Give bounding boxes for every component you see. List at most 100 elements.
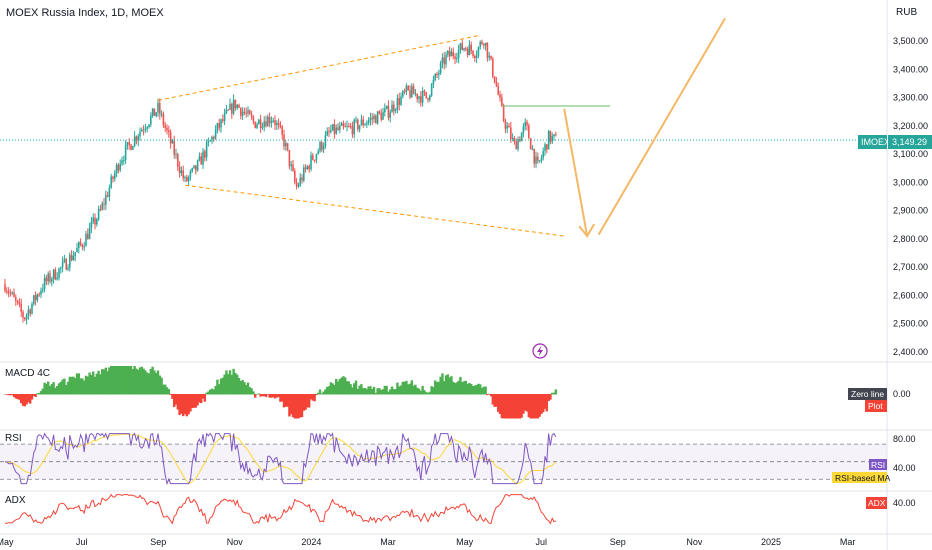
macd-bar (291, 394, 295, 418)
candle-body (69, 255, 71, 268)
macd-pane[interactable] (3, 366, 558, 419)
macd-bar (273, 394, 277, 399)
candle-body (405, 85, 408, 92)
macd-bar (426, 392, 430, 395)
macd-bar (443, 381, 446, 395)
macd-bar (155, 372, 158, 395)
macd-bar (345, 381, 349, 395)
candle-body (42, 288, 44, 291)
macd-bar (248, 387, 252, 395)
macd-bar (547, 394, 550, 401)
macd-bar (554, 389, 558, 395)
macd-bar (216, 379, 219, 395)
macd-bar (327, 386, 331, 395)
forecast-up-leg[interactable] (597, 17, 726, 236)
macd-bar (50, 384, 54, 395)
macd-bar (45, 383, 48, 395)
candle-body (513, 137, 516, 142)
macd-bar (462, 381, 466, 395)
price-tick-label: 3,100.00 (893, 149, 928, 159)
rsi-line (4, 432, 557, 486)
forecast-down-leg[interactable] (563, 108, 589, 237)
macd-bar (354, 380, 358, 395)
candle-body (27, 309, 30, 315)
macd-bar (246, 382, 250, 395)
macd-bar (135, 368, 138, 395)
time-axis[interactable]: May Jul Sep Nov 2024 Mar May Jul Sep Nov 2025 Mar (0, 537, 855, 547)
rsi-tick-80: 80.00 (893, 434, 916, 444)
macd-bar (309, 394, 313, 400)
symbol-tag: IMOEX (861, 137, 890, 147)
macd-bar (254, 394, 257, 398)
candle-body (56, 277, 59, 280)
currency-label[interactable]: RUB (896, 7, 917, 18)
macd-bar (455, 382, 459, 395)
macd-bar (318, 389, 322, 395)
candle-body (454, 56, 456, 59)
candle-body (344, 126, 347, 128)
adx-pane[interactable] (4, 493, 556, 525)
candle-body (304, 167, 307, 170)
macd-bar (74, 378, 77, 395)
macd-bar (234, 372, 237, 395)
macd-bar (97, 370, 100, 395)
macd-bar (432, 387, 435, 395)
candle-body (126, 142, 129, 146)
candle-body (447, 50, 449, 55)
rsi-pane[interactable] (0, 432, 887, 486)
candle-body (227, 109, 230, 111)
candle-body (312, 155, 314, 160)
candle-body (259, 119, 262, 129)
macd-bar (378, 388, 381, 395)
macd-bar (414, 384, 417, 395)
candle-body (524, 121, 527, 127)
candle-body (542, 151, 545, 158)
candle-body (58, 268, 60, 278)
lightning-icon[interactable] (532, 343, 548, 359)
candle-body (29, 309, 32, 314)
lower-trendline[interactable] (184, 184, 565, 237)
macd-bar (284, 394, 288, 407)
candle-body (438, 72, 440, 75)
candle-body (528, 125, 530, 139)
time-tick-label: May (456, 537, 474, 547)
candle-body (322, 145, 325, 150)
candle-body (330, 130, 332, 132)
macd-bar (147, 373, 151, 395)
macd-bar (520, 394, 523, 418)
candle-body (121, 160, 123, 164)
macd-bar (72, 376, 75, 395)
candle-body (124, 145, 127, 160)
macd-bar (484, 386, 487, 395)
candle-body (4, 284, 6, 292)
macd-bar (320, 393, 324, 395)
macd-bar (500, 394, 504, 419)
macd-bar (140, 366, 144, 395)
macd-bar (430, 386, 433, 395)
candle-body (297, 185, 300, 187)
macd-bar (394, 389, 397, 395)
upper-trendline[interactable] (158, 34, 481, 101)
macd-bar (410, 380, 414, 395)
macd-bar (536, 394, 540, 419)
macd-bar (470, 384, 473, 395)
macd-bar (315, 394, 318, 396)
macd-bar (428, 391, 432, 395)
macd-bar (471, 385, 475, 395)
candle-body (301, 177, 303, 181)
price-pane[interactable] (0, 39, 887, 325)
plot-tag: Plot (868, 401, 883, 411)
macd-bar (480, 387, 484, 395)
macd-bar (243, 382, 246, 395)
candle-body (132, 146, 134, 150)
candle-body (249, 110, 251, 115)
candle-body (78, 242, 80, 249)
macd-title: MACD 4C (5, 368, 50, 379)
candle-body (306, 166, 309, 170)
candle-body (196, 160, 199, 171)
macd-bar (491, 394, 495, 405)
drawings-layer[interactable] (158, 17, 726, 238)
candle-body (261, 126, 264, 129)
